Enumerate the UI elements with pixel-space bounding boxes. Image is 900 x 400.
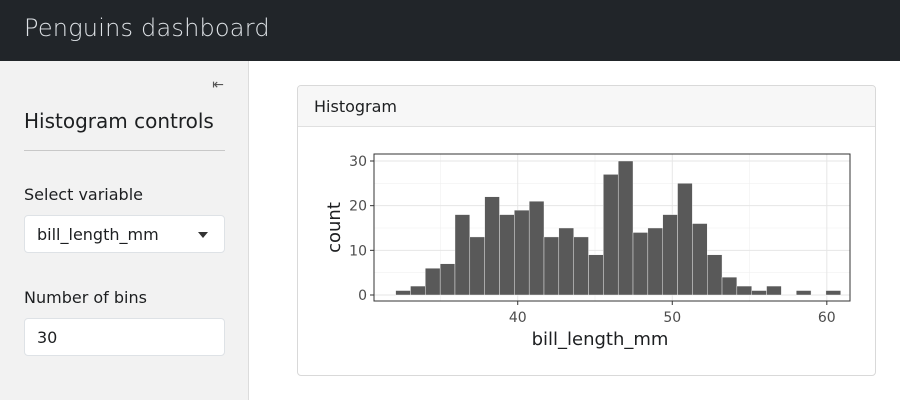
histogram-bar <box>766 285 782 296</box>
sidebar-title: Histogram controls <box>24 109 214 133</box>
histogram-bar <box>662 214 678 296</box>
number-of-bins-label: Number of bins <box>24 288 147 307</box>
histogram-bar <box>395 290 411 296</box>
histogram-bar <box>603 174 619 296</box>
app-title: Penguins dashboard <box>24 14 270 42</box>
y-tick-label: 10 <box>349 243 367 259</box>
histogram-bar <box>692 223 708 296</box>
histogram-bar <box>514 209 530 296</box>
navbar: Penguins dashboard <box>0 0 900 61</box>
histogram-bar <box>558 227 574 296</box>
collapse-sidebar-icon[interactable]: ⇤ <box>212 77 224 93</box>
histogram-bar <box>617 160 634 296</box>
histogram-bar <box>528 200 545 296</box>
histogram-bar <box>647 227 663 296</box>
histogram-bar <box>454 214 471 296</box>
x-tick-label: 40 <box>509 310 527 326</box>
histogram-bar <box>588 254 604 296</box>
x-axis-label: bill_length_mm <box>532 329 669 350</box>
chevron-down-icon <box>198 232 208 238</box>
y-axis-label: count <box>324 202 345 253</box>
plot-border <box>373 153 851 302</box>
x-tick-label: 50 <box>663 310 681 326</box>
histogram-bar <box>573 236 589 296</box>
histogram-bar <box>410 285 426 296</box>
card-title: Histogram <box>314 97 397 116</box>
histogram-bar <box>439 263 456 296</box>
histogram-bar <box>499 214 515 296</box>
sidebar: ⇤ Histogram controls Select variable bil… <box>0 61 249 400</box>
sidebar-divider <box>24 150 225 151</box>
histogram-chart: 0 10 20 30 40 50 60 bill_length_mm count <box>324 153 851 350</box>
x-tick-label: 60 <box>818 310 836 326</box>
card-header: Histogram <box>298 86 875 127</box>
histogram-bar <box>707 254 723 296</box>
variable-select-value: bill_length_mm <box>37 225 159 244</box>
histogram-bar <box>736 285 752 296</box>
histogram-bar <box>632 232 649 296</box>
histogram-bar <box>796 290 812 296</box>
bins-input[interactable] <box>24 318 225 356</box>
select-variable-label: Select variable <box>24 185 143 204</box>
histogram-bar <box>677 183 693 296</box>
histogram-bar <box>721 276 738 296</box>
y-tick-label: 20 <box>349 199 367 215</box>
y-tick-label: 0 <box>358 288 367 304</box>
histogram-bar <box>425 267 441 296</box>
histogram-bar <box>469 236 485 296</box>
histogram-card: Histogram 0 10 20 30 40 50 60 bill_length_mm cou… <box>297 85 876 376</box>
variable-select[interactable]: bill_length_mm <box>24 215 225 253</box>
y-tick-label: 30 <box>349 154 367 170</box>
histogram-bar <box>484 196 500 296</box>
histogram-bar <box>751 290 767 296</box>
histogram-bar <box>543 236 560 296</box>
histogram-bar <box>825 290 841 296</box>
